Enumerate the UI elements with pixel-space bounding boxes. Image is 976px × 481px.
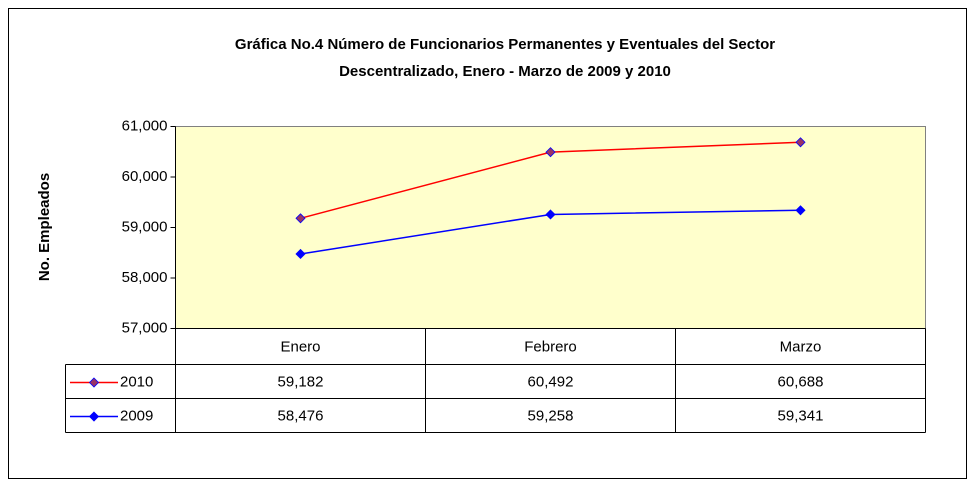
chart-title: Descentralizado, Enero - Marzo de 2009 y… bbox=[339, 63, 671, 80]
legend-label: 2009 bbox=[120, 407, 153, 424]
y-tick-label: 61,000 bbox=[122, 117, 168, 134]
table-value: 59,341 bbox=[778, 407, 824, 424]
y-tick-label: 59,000 bbox=[122, 218, 168, 235]
legend-marker bbox=[88, 377, 100, 388]
table-value: 59,258 bbox=[528, 407, 574, 424]
table-value: 60,688 bbox=[778, 373, 824, 390]
table-value: 59,182 bbox=[278, 373, 324, 390]
marker bbox=[795, 137, 806, 148]
y-axis-label: No. Empleados bbox=[36, 173, 53, 281]
y-tick-label: 57,000 bbox=[122, 319, 168, 336]
x-tick-label: Marzo bbox=[780, 338, 822, 355]
marker bbox=[295, 213, 306, 224]
table-value: 58,476 bbox=[278, 407, 324, 424]
table-value: 60,492 bbox=[528, 373, 574, 390]
legend-label: 2010 bbox=[120, 373, 153, 390]
chart-title: Gráfica No.4 Número de Funcionarios Perm… bbox=[235, 36, 775, 53]
marker bbox=[795, 205, 806, 216]
marker bbox=[545, 147, 556, 158]
y-tick-label: 60,000 bbox=[122, 168, 168, 185]
marker bbox=[295, 248, 306, 260]
marker bbox=[545, 209, 556, 220]
x-tick-label: Febrero bbox=[524, 338, 577, 355]
legend-marker bbox=[88, 411, 100, 422]
x-tick-label: Enero bbox=[280, 338, 320, 355]
y-tick-label: 58,000 bbox=[122, 269, 168, 286]
plot-area bbox=[175, 126, 926, 329]
